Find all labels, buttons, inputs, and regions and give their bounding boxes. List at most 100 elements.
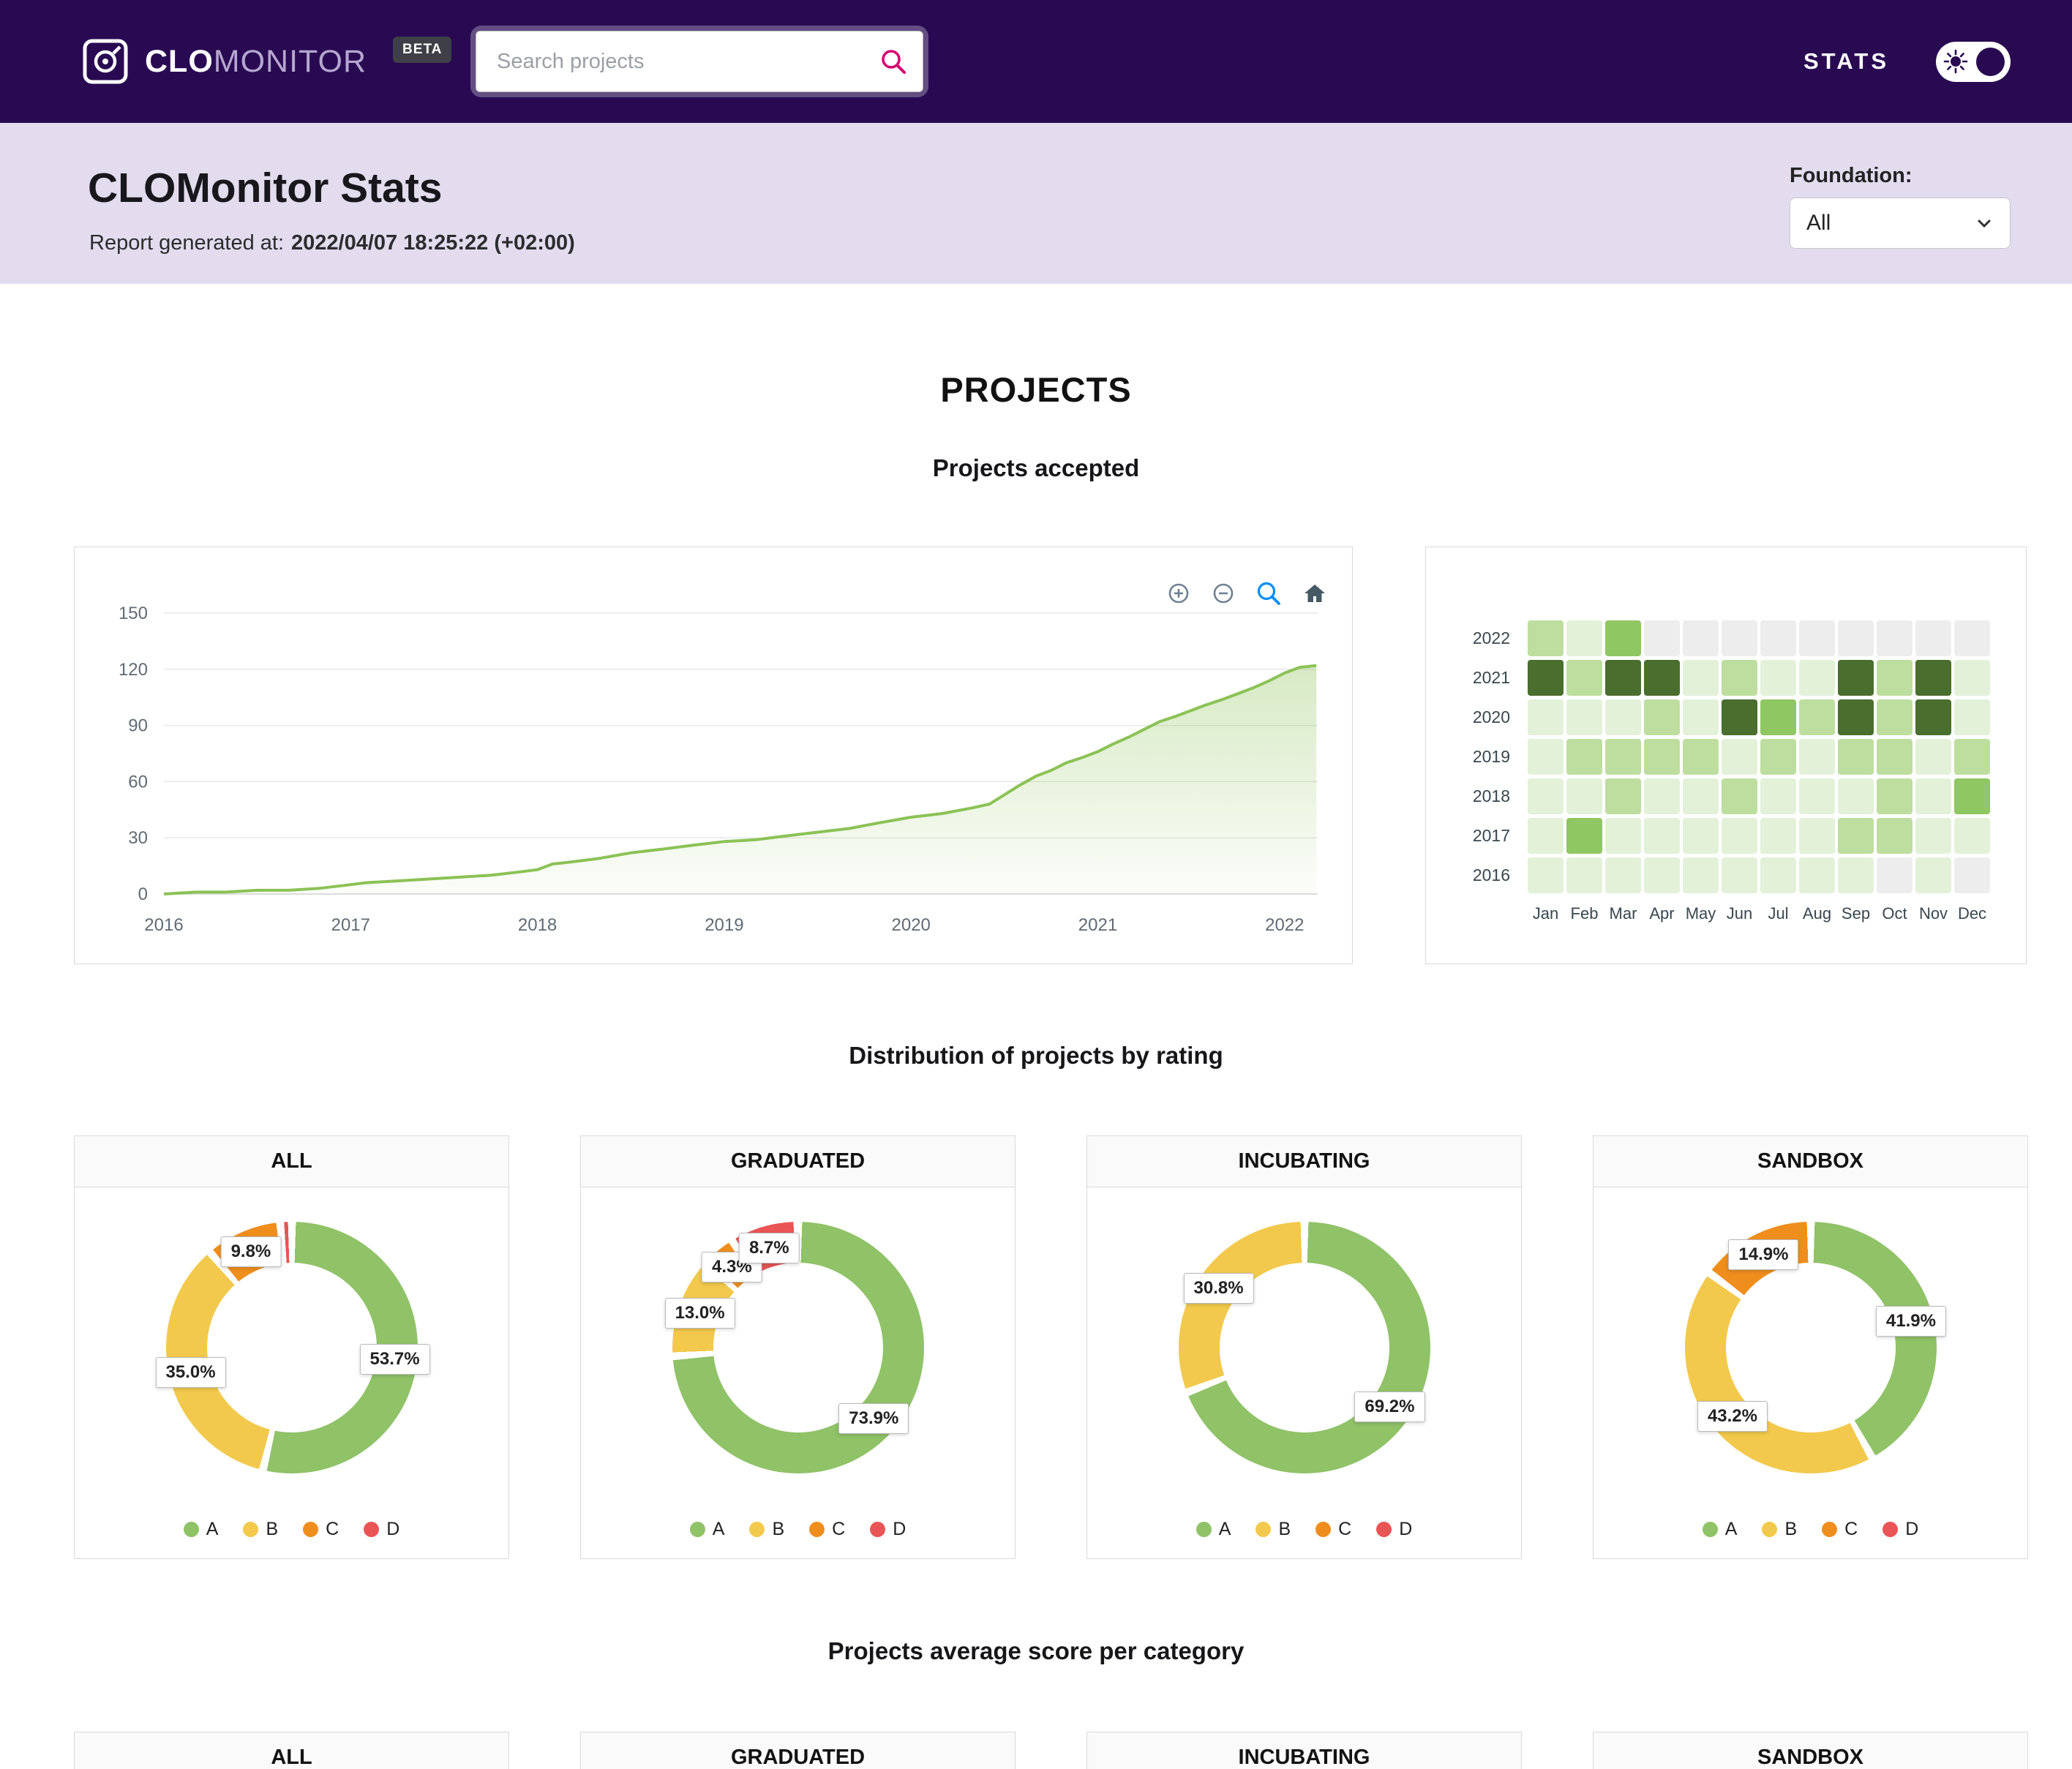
heatmap-cell	[1605, 660, 1641, 696]
projects-accepted-area-chart[interactable]: 0 30 60 90 120 150 2016 2017 2018 2019 2020 2021 202…	[75, 547, 1352, 964]
svg-text:2017: 2017	[331, 915, 370, 935]
stats-nav-link[interactable]: STATS	[1803, 48, 1889, 74]
rating-card-all-title: ALL	[75, 1136, 508, 1187]
heatmap-year-label: 2019	[1472, 747, 1510, 766]
donut-slice-label: 73.9%	[838, 1402, 909, 1434]
heatmap-cell	[1915, 778, 1951, 814]
legend-dot-d	[364, 1522, 380, 1537]
svg-text:2018: 2018	[518, 915, 557, 935]
legend-item-b[interactable]: B	[1255, 1519, 1291, 1540]
theme-toggle[interactable]	[1936, 41, 2011, 82]
avg-score-cards-row: ALL GRADUATED INCUBATING SANDBOX	[74, 1732, 2028, 1769]
legend-item-d[interactable]: D	[870, 1519, 906, 1540]
heatmap-cell	[1528, 818, 1564, 854]
svg-text:2021: 2021	[1078, 915, 1117, 935]
heatmap-cell	[1838, 778, 1874, 814]
heatmap-cell	[1528, 620, 1564, 656]
legend-item-a[interactable]: A	[1195, 1519, 1231, 1540]
heatmap-cell	[1722, 778, 1757, 814]
rating-card-incubating: INCUBATING 69.2% 30.8% A B C D	[1086, 1135, 1522, 1559]
heatmap-cell	[1644, 739, 1680, 775]
foundation-select[interactable]: All	[1790, 198, 2011, 249]
home-icon	[1305, 585, 1325, 602]
legend-item-b[interactable]: B	[749, 1519, 784, 1540]
legend-dot-b	[1762, 1522, 1778, 1537]
heatmap-year-label: 2020	[1472, 707, 1510, 726]
legend-item-c[interactable]: C	[303, 1519, 339, 1540]
legend-item-d[interactable]: D	[1376, 1519, 1412, 1540]
heatmap-cell	[1760, 739, 1796, 775]
legend-dot-c	[809, 1522, 825, 1537]
donut-slice-label: 41.9%	[1875, 1306, 1946, 1337]
legend-item-b[interactable]: B	[1762, 1519, 1797, 1540]
svg-text:120: 120	[119, 660, 148, 680]
legend-item-c[interactable]: C	[809, 1519, 845, 1540]
legend-item-a[interactable]: A	[183, 1519, 219, 1540]
svg-text:90: 90	[128, 716, 148, 736]
svg-text:60: 60	[128, 772, 148, 792]
heatmap-year-label: 2021	[1472, 668, 1510, 687]
chart-toolbar	[1167, 581, 1327, 607]
legend-item-a[interactable]: A	[689, 1519, 724, 1540]
svg-text:150: 150	[119, 604, 148, 623]
legend-label: D	[893, 1519, 906, 1539]
heatmap-cell	[1954, 857, 1990, 893]
rating-card-sandbox-title: SANDBOX	[1594, 1136, 2027, 1187]
legend-dot-a	[183, 1522, 199, 1537]
rating-donut-sandbox[interactable]: 41.9% 43.2% 14.9%	[1684, 1222, 1946, 1473]
avg-card-sandbox-title: SANDBOX	[1594, 1732, 2027, 1769]
rating-donut-all[interactable]: 53.7% 35.0% 9.8%	[155, 1222, 430, 1473]
heatmap-month-axis: Jan Feb Mar Apr May Jun Jul Aug Sep Oct Nov Dec	[1528, 904, 1990, 923]
legend-item-d[interactable]: D	[364, 1519, 399, 1540]
rating-legend: A B C D	[1087, 1519, 1521, 1540]
svg-text:2022: 2022	[1265, 915, 1304, 935]
rating-cards-row: ALL 53.7% 35.0% 9.8% A B C D GRADUATED 73.9% 1…	[74, 1135, 2028, 1559]
heatmap-cell	[1799, 699, 1835, 735]
legend-label: C	[1338, 1519, 1352, 1539]
donut-slice-label: 13.0%	[664, 1297, 735, 1329]
clomonitor-logo[interactable]: CLO MONITOR BETA	[82, 0, 452, 123]
heatmap-cell	[1605, 620, 1641, 656]
heatmap-cell	[1605, 739, 1641, 775]
legend-item-a[interactable]: A	[1702, 1519, 1737, 1540]
legend-label: B	[266, 1519, 279, 1539]
search-input[interactable]	[476, 31, 923, 92]
heatmap-cell	[1838, 620, 1874, 656]
svg-text:0: 0	[138, 884, 148, 904]
heatmap-cell	[1722, 660, 1757, 696]
sun-icon	[1943, 49, 1968, 74]
selection-zoom-button[interactable]	[1256, 581, 1283, 607]
legend-item-c[interactable]: C	[1822, 1519, 1858, 1540]
heatmap-cell	[1954, 660, 1990, 696]
legend-dot-d	[870, 1522, 886, 1537]
zoom-in-button[interactable]	[1167, 582, 1192, 606]
legend-label: A	[206, 1519, 219, 1539]
heatmap-cell	[1954, 699, 1990, 735]
svg-text:30: 30	[128, 828, 148, 848]
legend-label: A	[1218, 1519, 1231, 1539]
zoom-out-button[interactable]	[1212, 582, 1236, 606]
reset-zoom-button[interactable]	[1302, 582, 1327, 606]
legend-item-d[interactable]: D	[1883, 1519, 1918, 1540]
legend-dot-a	[1702, 1522, 1718, 1537]
stats-subheader: CLOMonitor Stats Report generated at: 202…	[0, 123, 2072, 284]
foundation-label: Foundation:	[1790, 164, 1913, 187]
legend-dot-d	[1883, 1522, 1899, 1537]
heatmap-cell	[1877, 620, 1913, 656]
legend-dot-a	[1195, 1522, 1212, 1537]
legend-item-b[interactable]: B	[243, 1519, 278, 1540]
heatmap-month-label: Jun	[1726, 904, 1753, 923]
heatmap-cell	[1722, 739, 1757, 775]
heatmap-cell	[1838, 857, 1874, 893]
legend-label: D	[1905, 1519, 1919, 1539]
rating-card-all-body: 53.7% 35.0% 9.8% A B C D	[75, 1187, 508, 1559]
legend-item-c[interactable]: C	[1315, 1519, 1351, 1540]
heatmap-cell	[1877, 699, 1913, 735]
rating-donut-incubating[interactable]: 69.2% 30.8%	[1178, 1222, 1430, 1473]
search-icon[interactable]	[879, 48, 907, 75]
heatmap-cell	[1566, 739, 1602, 775]
heatmap-cell	[1566, 699, 1602, 735]
rating-donut-graduated[interactable]: 73.9% 13.0% 4.3% 8.7%	[664, 1222, 924, 1473]
search-box	[476, 31, 923, 92]
